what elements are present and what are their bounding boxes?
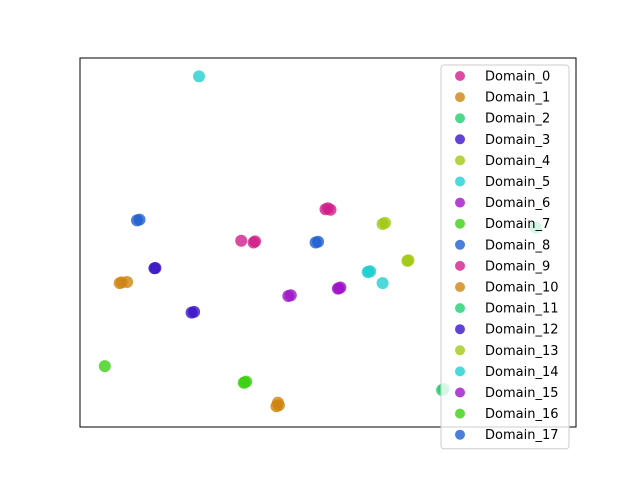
data-point-domain-1-2 (271, 396, 284, 409)
legend-box (440, 64, 570, 450)
data-point-domain-17-1 (133, 213, 146, 226)
data-point-domain-6-1 (284, 289, 297, 302)
legend-marker-domain-11 (455, 303, 465, 314)
legend-marker-domain-17 (455, 429, 465, 440)
data-point-domain-16-1 (238, 376, 251, 389)
legend-marker-domain-7 (455, 218, 465, 229)
data-point-domain-15-0 (332, 282, 345, 295)
legend-label-domain-10: Domain_10 (485, 281, 559, 296)
legend-marker-domain-1 (455, 92, 465, 103)
legend-label-domain-17: Domain_17 (485, 428, 559, 443)
legend-label-domain-0: Domain_0 (485, 70, 550, 85)
legend-marker-domain-15 (455, 387, 465, 398)
legend-marker-domain-5 (455, 176, 465, 187)
legend-marker-domain-0 (455, 71, 465, 81)
legend: Domain_0 Domain_1 Domain_2 Domain_3 Domain_4… (440, 64, 570, 450)
legend-marker-domain-6 (455, 197, 465, 208)
data-point-domain-8-1 (312, 235, 325, 248)
legend-marker-domain-3 (455, 134, 465, 145)
legend-label-domain-9: Domain_9 (485, 259, 550, 274)
data-point-domain-14-0 (362, 265, 375, 278)
legend-label-domain-8: Domain_8 (485, 238, 550, 253)
legend-marker-domain-10 (455, 282, 465, 292)
legend-label-domain-16: Domain_16 (485, 407, 559, 422)
legend-label-domain-2: Domain_2 (485, 112, 550, 127)
legend-marker-domain-4 (455, 155, 465, 166)
data-point-domain-3-1 (188, 305, 201, 318)
data-point-domain-10-2 (121, 276, 134, 288)
legend-marker-domain-2 (455, 113, 465, 124)
data-point-domain-13-0 (402, 254, 415, 267)
legend-label-domain-15: Domain_15 (485, 386, 559, 401)
legend-label-domain-7: Domain_7 (485, 217, 550, 232)
legend-marker-domain-12 (455, 324, 465, 335)
legend-marker-domain-16 (455, 408, 465, 419)
data-point-domain-0-2 (324, 203, 337, 216)
legend-marker-domain-9 (455, 260, 465, 271)
data-point-domain-9-2 (249, 235, 262, 248)
legend-label-domain-11: Domain_11 (485, 302, 559, 317)
legend-label-domain-1: Domain_1 (485, 91, 550, 106)
data-point-domain-5-2 (376, 277, 389, 290)
legend-label-domain-3: Domain_3 (485, 133, 550, 148)
data-point-domain-12-0 (149, 262, 162, 274)
legend-label-domain-12: Domain_12 (485, 323, 559, 338)
plot-frame (79, 57, 577, 428)
legend-marker-domain-8 (455, 239, 465, 250)
data-point-domain-16-0 (98, 360, 111, 373)
data-point-domain-5-3 (193, 70, 205, 83)
legend-marker-domain-14 (455, 366, 465, 377)
data-point-domain-9-0 (235, 234, 248, 247)
data-point-domain-4-1 (379, 216, 391, 229)
legend-label-domain-14: Domain_14 (485, 365, 559, 380)
legend-label-domain-6: Domain_6 (485, 196, 550, 211)
legend-marker-domain-13 (455, 345, 465, 356)
legend-label-domain-4: Domain_4 (485, 154, 550, 169)
legend-label-domain-13: Domain_13 (485, 344, 559, 359)
legend-label-domain-5: Domain_5 (485, 175, 550, 190)
